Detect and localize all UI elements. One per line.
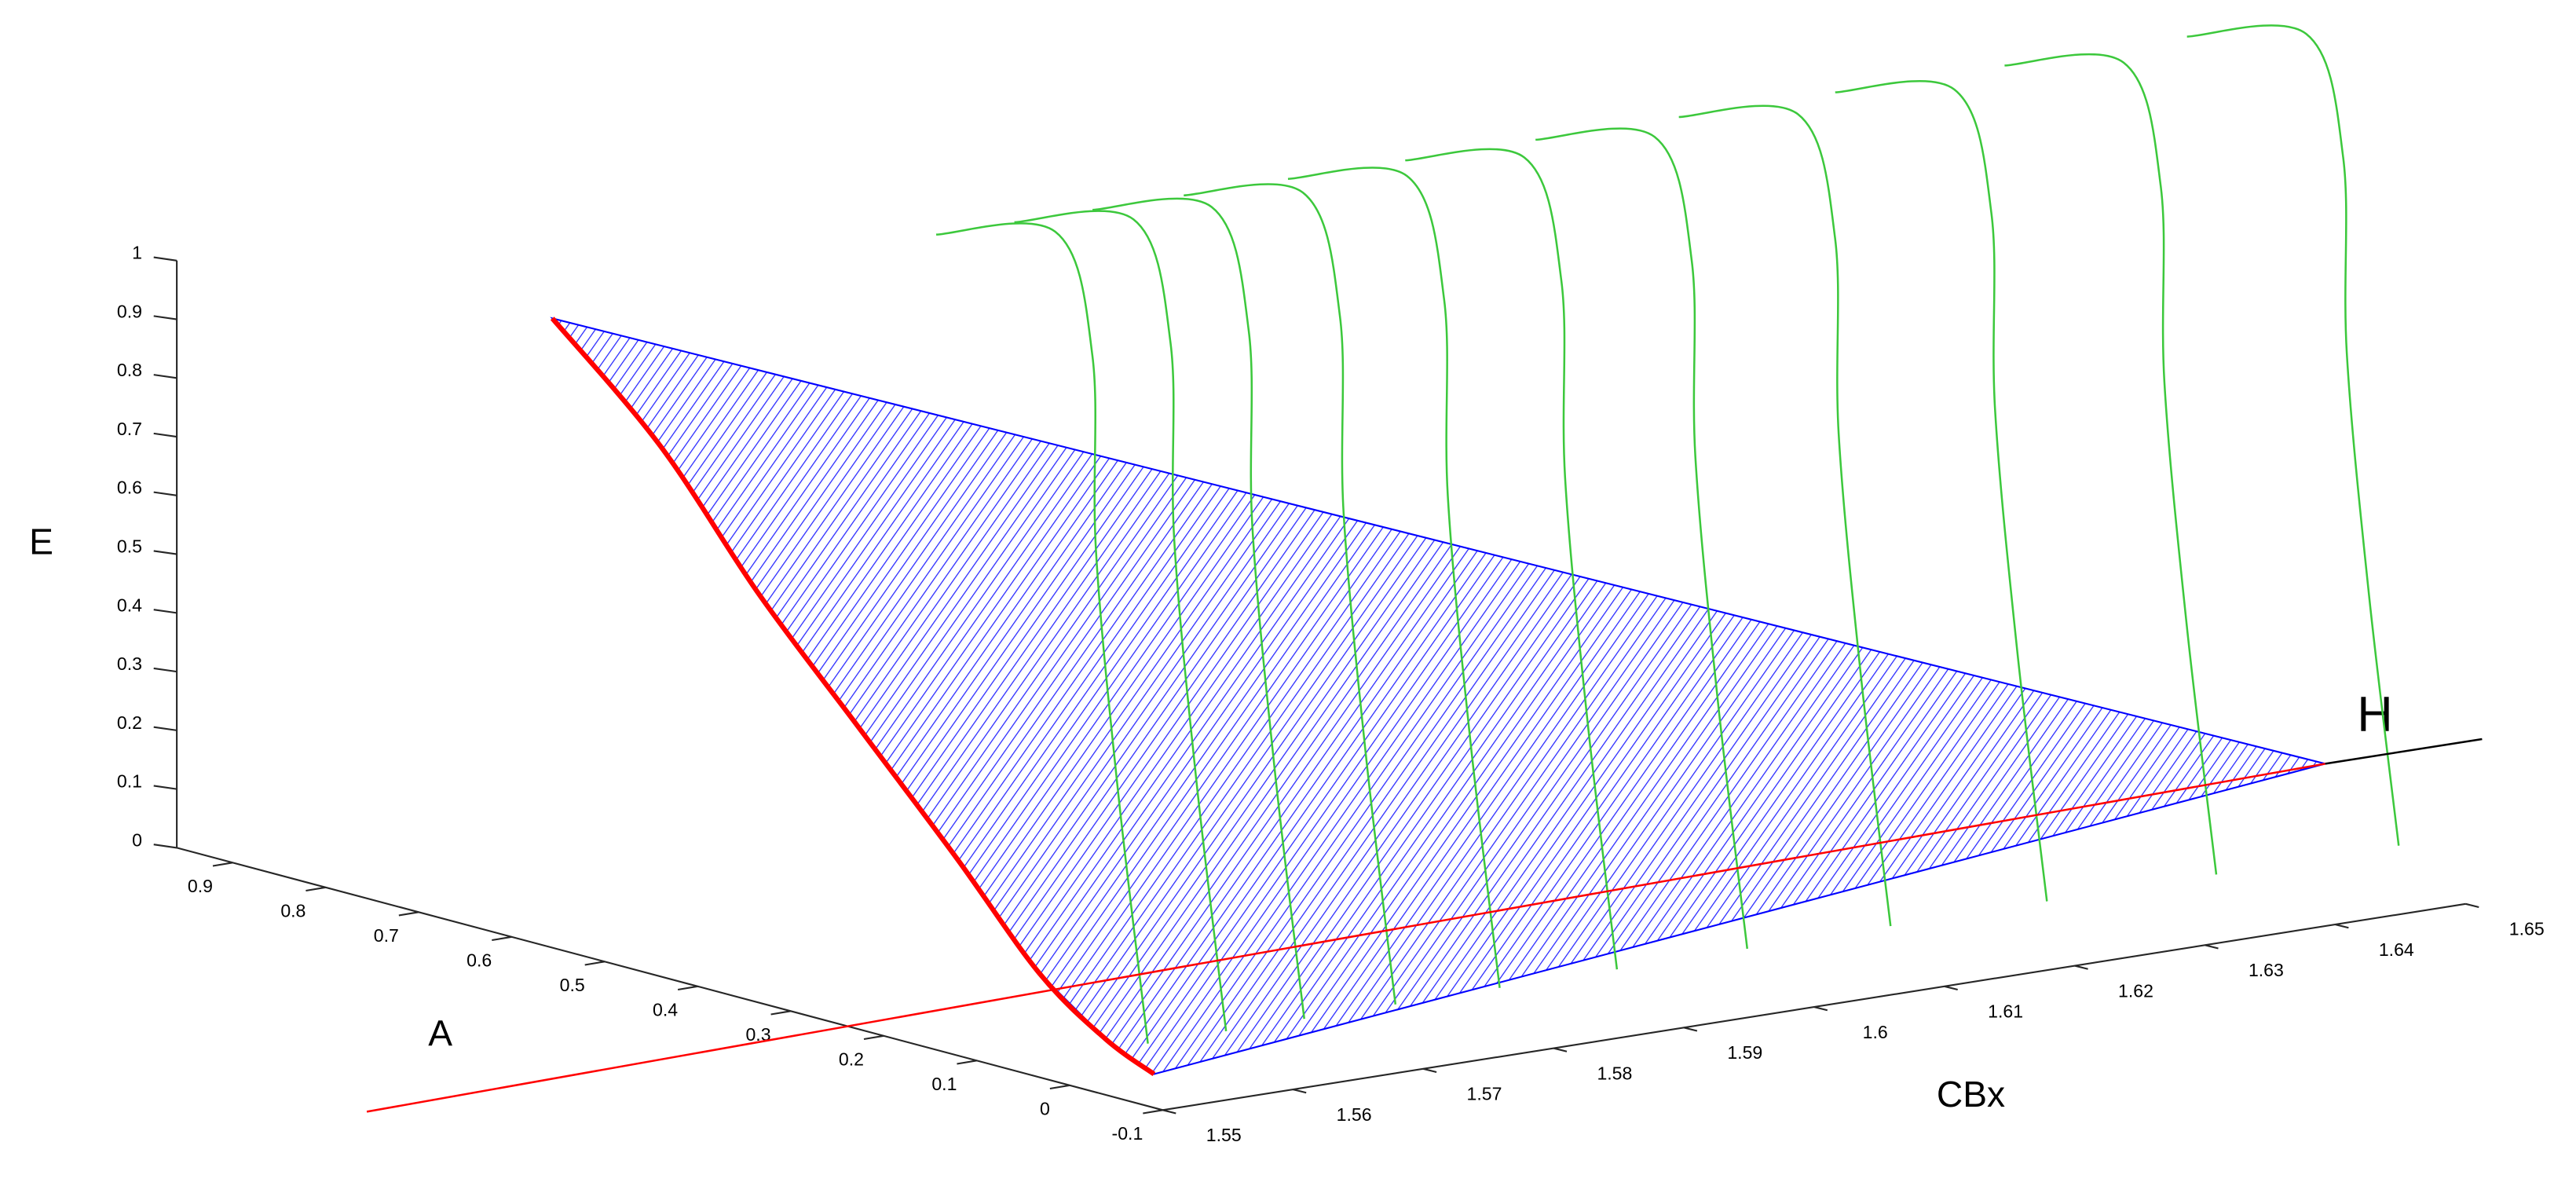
x-tick-label: 1.65 <box>2509 919 2545 939</box>
series-line <box>2325 738 2483 765</box>
y-tick-label: 0.4 <box>653 1000 678 1020</box>
series-line <box>1184 183 1397 1005</box>
x-tick-label: 1.63 <box>2249 960 2284 980</box>
y-tick <box>677 985 698 991</box>
y-axis-title: A <box>428 1012 452 1053</box>
z-tick <box>153 609 177 614</box>
x-tick <box>2074 965 2088 970</box>
x-tick-label: 1.57 <box>1467 1084 1502 1104</box>
y-tick-label: 0 <box>1040 1099 1050 1119</box>
y-tick-label: 0.5 <box>560 975 585 995</box>
z-tick <box>153 844 177 849</box>
z-tick-label: 0.4 <box>117 595 142 615</box>
x-tick-label: 1.55 <box>1206 1125 1242 1145</box>
series-line <box>550 317 1156 1077</box>
x-tick <box>1813 1006 1828 1012</box>
series-line <box>1535 127 1748 950</box>
y-tick-label: 0.6 <box>467 950 492 971</box>
series-line <box>1678 104 1892 927</box>
z-tick <box>153 256 177 262</box>
z-tick <box>153 550 177 555</box>
z-tick-label: 0.8 <box>117 360 142 380</box>
x-tick-label: 1.64 <box>2379 939 2414 960</box>
x-tick-label: 1.56 <box>1337 1104 1372 1125</box>
x-tick-label: 1.6 <box>1863 1022 1888 1042</box>
z-tick <box>153 785 177 790</box>
z-tick-label: 0.5 <box>117 536 142 556</box>
y-tick <box>1049 1084 1070 1090</box>
y-tick-label: 0.8 <box>280 901 306 921</box>
x-tick-label: 1.59 <box>1727 1042 1762 1063</box>
z-tick <box>153 374 177 379</box>
z-tick <box>153 491 177 496</box>
y-tick <box>398 911 419 917</box>
surface-sheet <box>550 317 2325 1075</box>
z-tick-label: 0.6 <box>117 478 142 498</box>
series-line <box>366 763 2325 1113</box>
plot-area: E A CBx H 1.55 1.56 1.57 1.58 1.59 1.6 1.61 1.6… <box>29 24 2545 1145</box>
x-tick <box>2205 944 2219 950</box>
y-tick <box>770 1010 791 1016</box>
x-tick-label: 1.58 <box>1597 1063 1632 1083</box>
x-tick <box>1553 1047 1568 1052</box>
y-tick-label: 0.2 <box>839 1049 864 1070</box>
y-tick <box>957 1060 977 1065</box>
x-tick <box>1683 1027 1698 1032</box>
z-tick <box>153 726 177 731</box>
series-line <box>1014 210 1228 1032</box>
y-tick <box>212 862 233 867</box>
y-tick <box>863 1034 884 1041</box>
y-tick-label: 0.7 <box>374 925 399 946</box>
y-tick-label: -0.1 <box>1112 1123 1143 1144</box>
z-tick <box>153 432 177 438</box>
series-line <box>1287 167 1501 988</box>
x-tick <box>1293 1089 1307 1094</box>
z-tick <box>153 315 177 320</box>
x-tick <box>2335 924 2349 929</box>
series-line <box>1092 197 1305 1019</box>
x-tick <box>1423 1067 1437 1074</box>
y-tick <box>492 935 512 942</box>
axis-line <box>176 847 1163 1111</box>
z-tick-label: 0 <box>132 829 142 850</box>
x-tick <box>2465 902 2479 909</box>
z-tick-label: 0.3 <box>117 653 142 674</box>
z-tick <box>153 667 177 673</box>
series-line <box>1835 79 2048 902</box>
z-tick-label: 0.1 <box>117 771 142 792</box>
x-tick <box>1162 1109 1176 1115</box>
z-tick-label: 0.7 <box>117 419 142 439</box>
x-tick <box>1944 985 1958 991</box>
z-tick-label: 1 <box>132 243 142 263</box>
series-line <box>1405 148 1619 970</box>
series-line <box>2004 53 2218 875</box>
z-axis-title: E <box>29 522 53 562</box>
y-tick <box>584 961 606 966</box>
series-layer <box>366 24 2483 1113</box>
y-tick-label: 0.9 <box>188 876 213 896</box>
x-tick-label: 1.61 <box>1988 1001 2023 1022</box>
annotation: H <box>2357 686 2393 741</box>
y-tick <box>1143 1109 1163 1115</box>
series-line <box>936 222 1149 1044</box>
x-axis-title: CBx <box>1937 1074 2005 1115</box>
y-tick-label: 0.1 <box>931 1074 957 1094</box>
z-tick-label: 0.9 <box>117 301 142 321</box>
y-tick <box>306 886 326 892</box>
series-line <box>2186 24 2400 846</box>
z-tick-label: 0.2 <box>117 712 142 733</box>
x-tick-label: 1.62 <box>2118 980 2153 1001</box>
